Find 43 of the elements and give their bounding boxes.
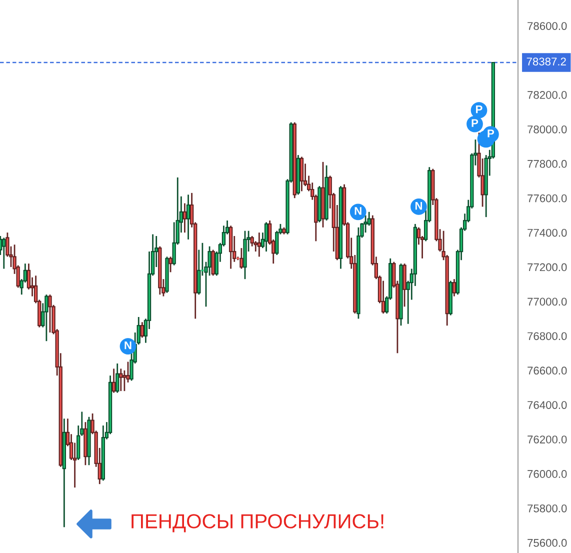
annotation: P bbox=[472, 119, 478, 127]
candlestick bbox=[44, 294, 48, 342]
candlestick bbox=[300, 156, 304, 192]
candlestick bbox=[186, 194, 190, 240]
candlestick bbox=[140, 321, 144, 338]
candlestick bbox=[254, 240, 258, 252]
annotation: N bbox=[124, 342, 132, 350]
y-tick-label: 76400.0 bbox=[528, 401, 567, 409]
candlestick bbox=[119, 368, 123, 392]
candlestick bbox=[112, 368, 116, 394]
y-tick-label: 76000.0 bbox=[528, 470, 567, 478]
y-tick-label: 78200.0 bbox=[528, 91, 567, 99]
y-tick-label: 76600.0 bbox=[528, 366, 567, 375]
annotation: ПЕНДОСЫ ПРОСНУЛИСЬ! bbox=[132, 514, 384, 532]
y-tick-label: 78000.0 bbox=[528, 125, 567, 134]
annotation: P bbox=[488, 130, 494, 138]
candlestick bbox=[264, 222, 268, 252]
y-tick-label: 77600.0 bbox=[528, 194, 567, 202]
annotation: P bbox=[476, 105, 482, 114]
candlestick bbox=[116, 362, 120, 394]
y-tick-label: 75800.0 bbox=[528, 504, 567, 512]
candlestick bbox=[211, 249, 215, 276]
candlestick bbox=[2, 237, 6, 270]
y-tick-label: 75600.0 bbox=[528, 538, 567, 547]
ref-line-label: 78387.2 bbox=[526, 58, 566, 66]
candlestick bbox=[364, 214, 368, 234]
candlestick bbox=[48, 294, 52, 334]
candlestick bbox=[122, 370, 126, 392]
y-tick-label: 77800.0 bbox=[528, 160, 567, 168]
annotation: N bbox=[415, 202, 422, 210]
y-tick-label: 77200.0 bbox=[528, 263, 567, 272]
candlestick bbox=[240, 247, 244, 270]
candlestick bbox=[250, 235, 254, 248]
y-tick-label: 77000.0 bbox=[528, 298, 567, 306]
annotation: N bbox=[354, 207, 362, 215]
y-tick-label: 76800.0 bbox=[528, 332, 567, 340]
y-tick-label: 78600.0 bbox=[528, 22, 567, 30]
candlestick bbox=[257, 232, 262, 258]
candlestick bbox=[182, 202, 187, 234]
y-tick-label: 77400.0 bbox=[528, 228, 567, 237]
y-tick-label: 76200.0 bbox=[528, 436, 567, 444]
candlestick bbox=[168, 256, 172, 273]
candlestick bbox=[452, 278, 456, 298]
